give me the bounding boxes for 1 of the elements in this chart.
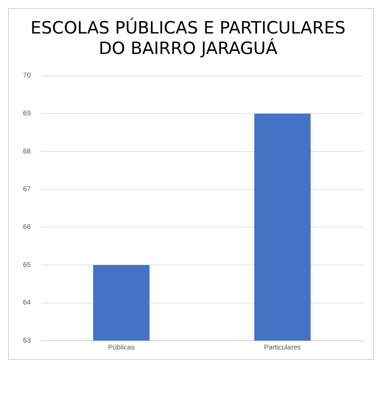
chart-title: ESCOLAS PÚBLICAS E PARTICULARES DO BAIRRO JARAGUÁ bbox=[30, 18, 346, 60]
